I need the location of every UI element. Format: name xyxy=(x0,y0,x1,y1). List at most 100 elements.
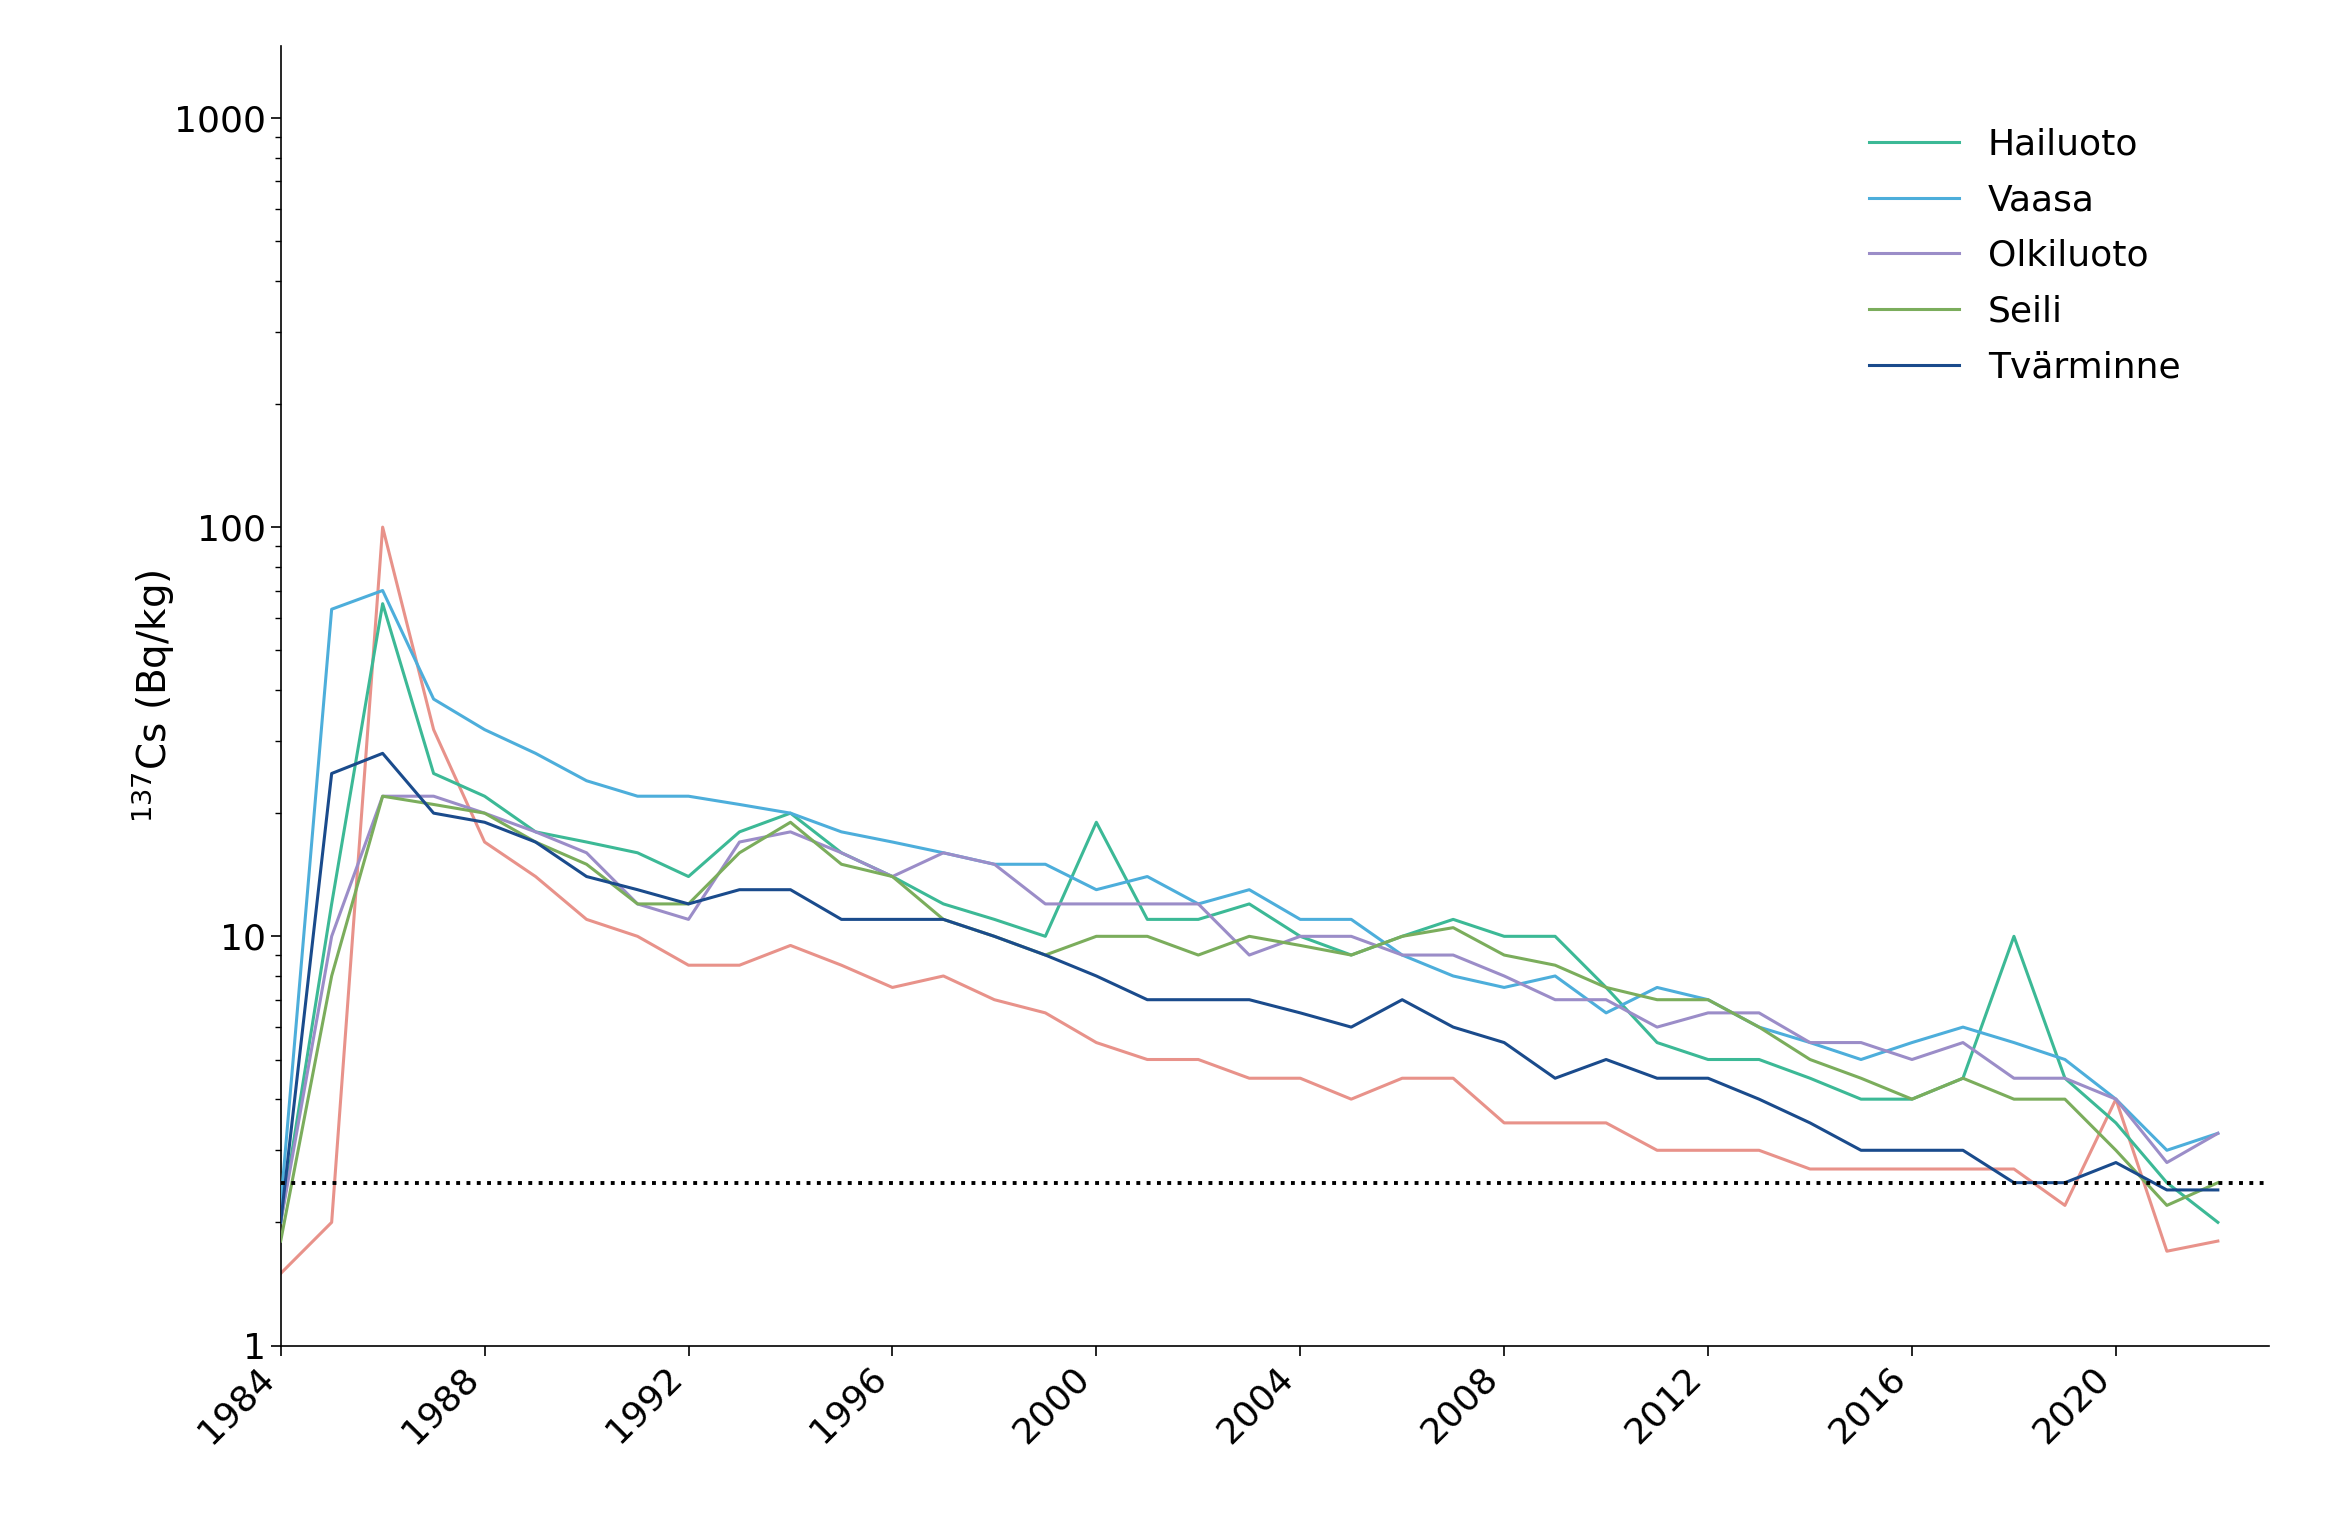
Hailuoto xyxy=(2051,1069,2079,1087)
Olkiluoto xyxy=(1897,1050,1925,1069)
Tvärminne xyxy=(674,894,702,913)
Olkiluoto xyxy=(2051,1069,2079,1087)
Seili xyxy=(879,867,908,885)
Hailuoto xyxy=(929,894,957,913)
Seili xyxy=(1083,927,1111,945)
Olkiluoto xyxy=(1387,946,1415,965)
Seili xyxy=(1387,927,1415,945)
Hailuoto xyxy=(777,804,805,823)
Seili xyxy=(1541,956,1569,974)
Olkiluoto xyxy=(980,855,1008,873)
Hailuoto xyxy=(2103,1113,2131,1131)
Olkiluoto xyxy=(2103,1090,2131,1109)
Y-axis label: $^{137}$Cs (Bq/kg): $^{137}$Cs (Bq/kg) xyxy=(129,569,178,823)
Vaasa xyxy=(879,833,908,852)
Olkiluoto xyxy=(725,833,753,852)
Tvärminne xyxy=(1031,946,1060,965)
Hailuoto xyxy=(2152,1174,2180,1193)
Tvärminne xyxy=(1948,1141,1976,1159)
Olkiluoto xyxy=(370,787,398,806)
Line: Vaasa: Vaasa xyxy=(281,590,2217,1205)
Olkiluoto xyxy=(1184,894,1212,913)
Hailuoto xyxy=(1593,979,1621,997)
Hailuoto xyxy=(470,787,498,806)
Tvärminne xyxy=(1184,991,1212,1009)
Olkiluoto xyxy=(1031,894,1060,913)
Tvärminne xyxy=(929,910,957,928)
Tvärminne xyxy=(980,927,1008,945)
Olkiluoto xyxy=(1083,894,1111,913)
Tvärminne xyxy=(522,833,550,852)
Tvärminne xyxy=(1134,991,1162,1009)
Seili xyxy=(522,833,550,852)
Seili xyxy=(1438,919,1467,937)
Hailuoto xyxy=(1083,813,1111,832)
Seili xyxy=(370,787,398,806)
Olkiluoto xyxy=(625,894,653,913)
Vaasa xyxy=(1134,867,1162,885)
Hailuoto xyxy=(1848,1090,1876,1109)
Hailuoto xyxy=(625,844,653,862)
Tvärminne xyxy=(2000,1174,2028,1193)
Tvärminne xyxy=(1593,1050,1621,1069)
Vaasa xyxy=(674,787,702,806)
Tvärminne xyxy=(419,804,447,823)
Vaasa xyxy=(929,844,957,862)
Seili xyxy=(2051,1090,2079,1109)
Olkiluoto xyxy=(1286,927,1315,945)
Olkiluoto xyxy=(573,844,601,862)
Vaasa xyxy=(1083,881,1111,899)
Tvärminne xyxy=(777,881,805,899)
Vaasa xyxy=(1642,979,1670,997)
Hailuoto xyxy=(419,764,447,783)
Olkiluoto xyxy=(1235,946,1263,965)
Tvärminne xyxy=(879,910,908,928)
Vaasa xyxy=(1848,1050,1876,1069)
Vaasa xyxy=(2203,1124,2231,1142)
Hailuoto xyxy=(1693,1050,1722,1069)
Seili xyxy=(1593,979,1621,997)
Vaasa xyxy=(1693,991,1722,1009)
Olkiluoto xyxy=(1642,1018,1670,1037)
Hailuoto xyxy=(1541,927,1569,945)
Line: Tvärminne: Tvärminne xyxy=(281,754,2217,1222)
Tvärminne xyxy=(2051,1174,2079,1193)
Seili xyxy=(2103,1141,2131,1159)
Vaasa xyxy=(1897,1034,1925,1052)
Tvärminne xyxy=(318,764,346,783)
Seili xyxy=(725,844,753,862)
Olkiluoto xyxy=(1490,966,1518,985)
Seili xyxy=(2152,1196,2180,1214)
Olkiluoto xyxy=(470,804,498,823)
Olkiluoto xyxy=(2152,1153,2180,1171)
Olkiluoto xyxy=(828,844,856,862)
Hailuoto xyxy=(370,595,398,613)
Seili xyxy=(1642,991,1670,1009)
Hailuoto xyxy=(1438,910,1467,928)
Hailuoto xyxy=(1745,1050,1773,1069)
Hailuoto xyxy=(1031,927,1060,945)
Tvärminne xyxy=(1796,1113,1824,1131)
Vaasa xyxy=(2051,1050,2079,1069)
Vaasa xyxy=(1387,946,1415,965)
Hailuoto xyxy=(573,833,601,852)
Tvärminne xyxy=(1897,1141,1925,1159)
Tvärminne xyxy=(370,745,398,763)
Hailuoto xyxy=(1897,1090,1925,1109)
Seili xyxy=(828,855,856,873)
Olkiluoto xyxy=(1134,894,1162,913)
Tvärminne xyxy=(1387,991,1415,1009)
Vaasa xyxy=(1438,966,1467,985)
Tvärminne xyxy=(1693,1069,1722,1087)
Seili xyxy=(1031,946,1060,965)
Tvärminne xyxy=(1286,1003,1315,1021)
Seili xyxy=(1338,946,1366,965)
Seili xyxy=(1286,936,1315,954)
Tvärminne xyxy=(1642,1069,1670,1087)
Seili xyxy=(674,894,702,913)
Olkiluoto xyxy=(879,867,908,885)
Tvärminne xyxy=(1083,966,1111,985)
Hailuoto xyxy=(725,823,753,841)
Olkiluoto xyxy=(674,910,702,928)
Tvärminne xyxy=(470,813,498,832)
